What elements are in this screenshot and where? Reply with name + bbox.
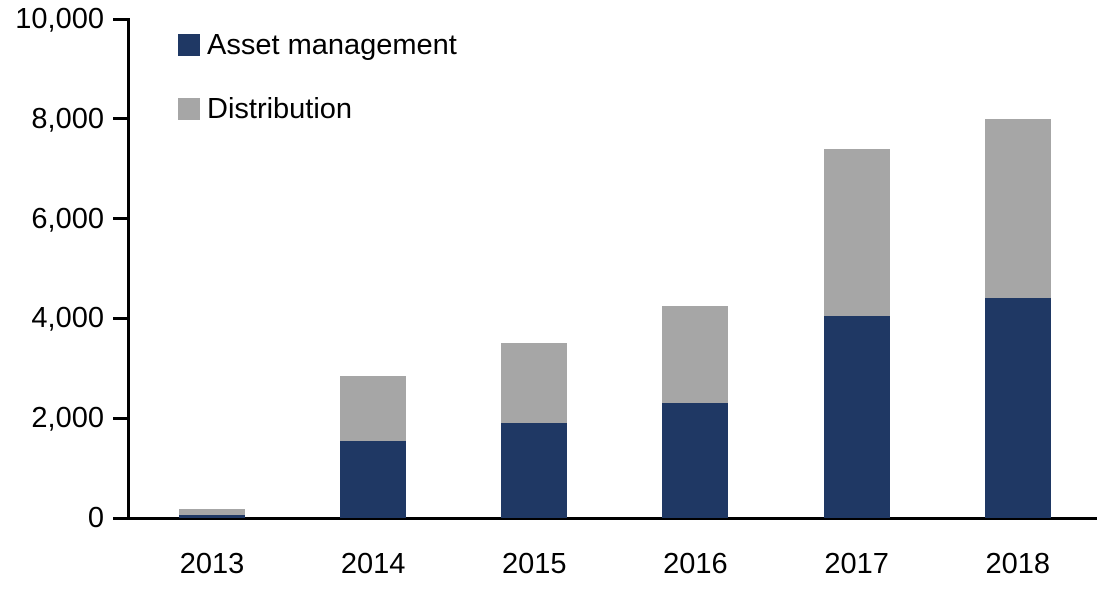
bar-asset-management-2018: [984, 298, 1051, 518]
y-tick-label-10000: 10,000: [15, 3, 104, 35]
x-tick-label-2015: 2015: [502, 548, 567, 580]
bar-distribution-2014: [340, 375, 407, 441]
x-tick-label-2016: 2016: [663, 548, 728, 580]
y-tick-label-8000: 8,000: [31, 102, 104, 135]
y-tick-8000: [113, 117, 127, 121]
bar-asset-management-2016: [662, 403, 729, 518]
legend-item-distribution: Distribution: [178, 94, 352, 124]
y-tick-label-0: 0: [87, 502, 104, 534]
bar-distribution-2016: [662, 305, 729, 404]
y-tick-4000: [113, 316, 127, 320]
y-axis-line: [127, 18, 130, 520]
bar-asset-management-2015: [501, 423, 568, 518]
bar-asset-management-2014: [340, 440, 407, 518]
x-tick-label-2014: 2014: [340, 548, 406, 580]
x-tick-label-2013: 2013: [179, 548, 245, 580]
y-tick-0: [113, 516, 127, 520]
bar-distribution-2015: [501, 343, 568, 424]
bar-distribution-2013: [179, 509, 245, 515]
bar-asset-management-2017: [823, 315, 890, 518]
legend-label-distribution: Distribution: [207, 93, 353, 125]
bar-asset-management-2013: [179, 514, 245, 518]
y-tick-2000: [113, 416, 127, 420]
y-tick-10000: [113, 17, 127, 21]
y-tick-6000: [113, 217, 127, 221]
legend-swatch-asset-management-icon: [178, 34, 200, 56]
x-tick-label-2017: 2017: [824, 548, 889, 580]
bar-distribution-2017: [823, 148, 890, 316]
y-tick-label-2000: 2,000: [31, 402, 104, 435]
y-tick-label-6000: 6,000: [31, 202, 104, 235]
x-axis-line: [127, 517, 1097, 520]
bar-distribution-2018: [984, 118, 1051, 299]
x-tick-label-2018: 2018: [985, 548, 1050, 580]
y-tick-label-4000: 4,000: [31, 302, 104, 335]
legend-label-asset-management: Asset management: [207, 29, 457, 61]
legend-item-asset-management: Asset management: [178, 30, 457, 60]
legend-swatch-distribution-icon: [178, 98, 200, 120]
